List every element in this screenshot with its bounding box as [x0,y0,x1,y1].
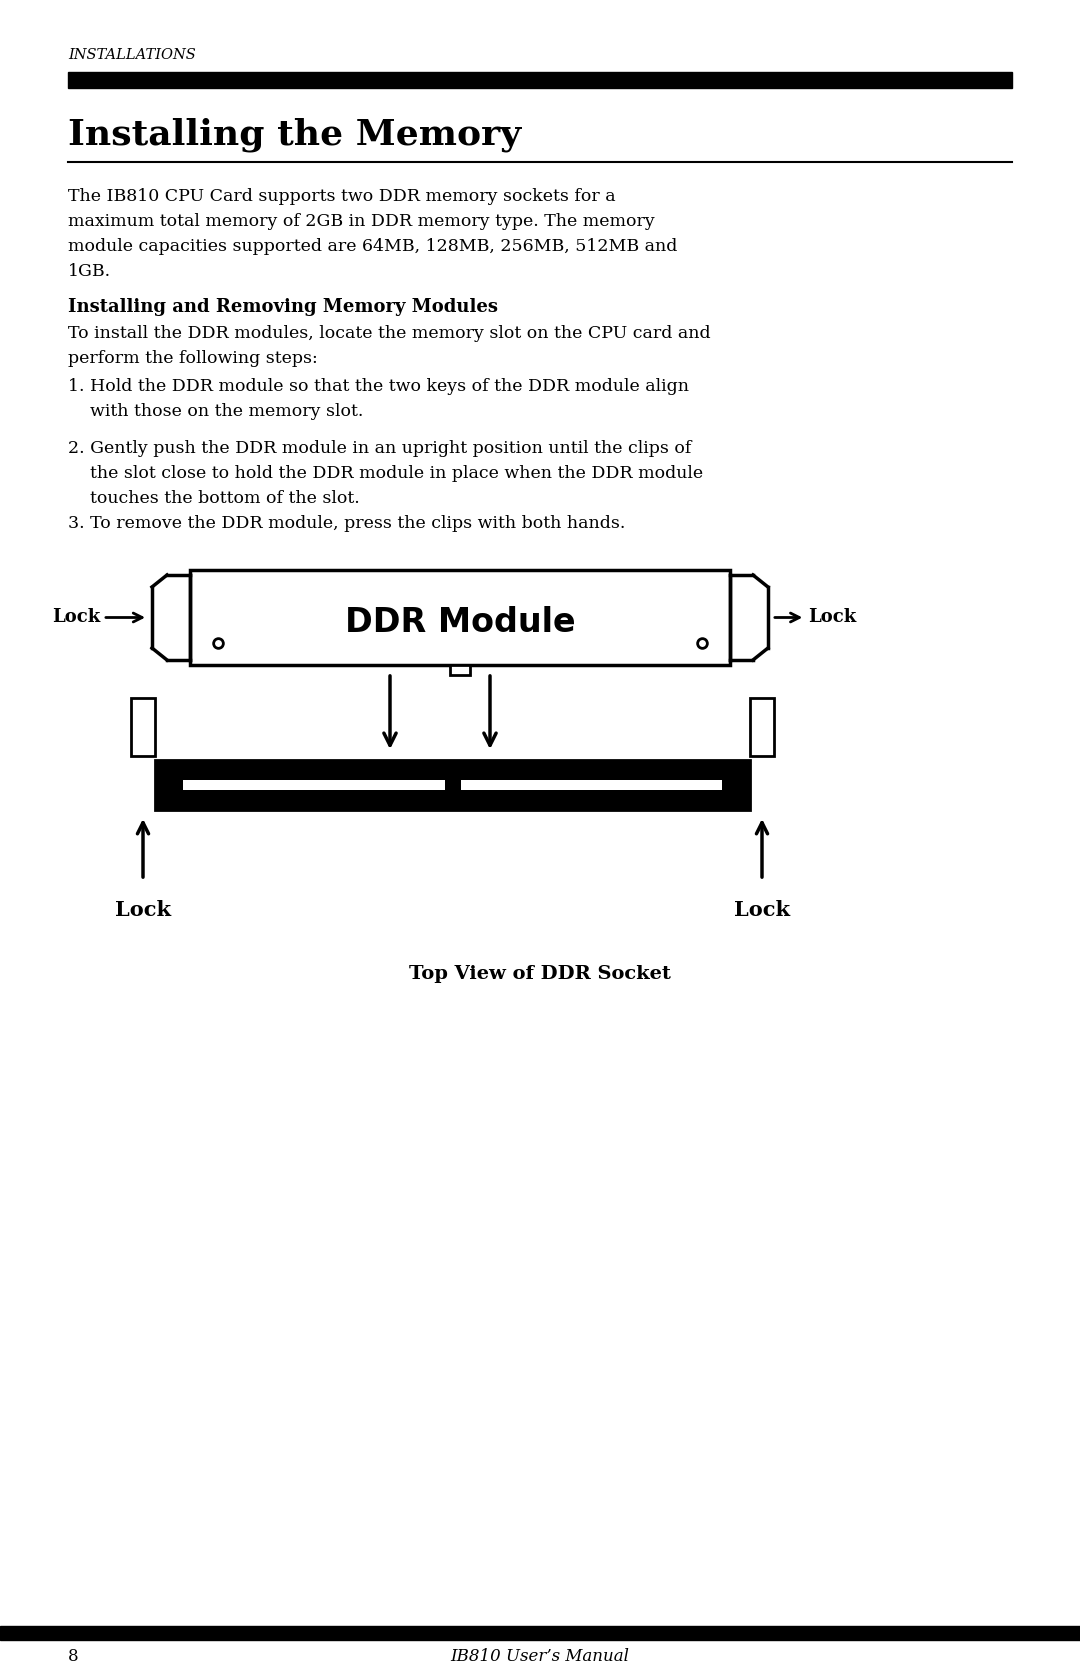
Text: with those on the memory slot.: with those on the memory slot. [68,402,363,421]
Bar [445,779,460,789]
Text: perform the following steps:: perform the following steps: [68,350,318,367]
Bar [183,779,723,789]
Text: Lock: Lock [734,900,789,920]
Text: Lock: Lock [52,609,143,626]
Text: 3. To remove the DDR module, press the clips with both hands.: 3. To remove the DDR module, press the c… [68,516,625,532]
Text: INSTALLATIONS: INSTALLATIONS [68,48,195,62]
Bar [68,72,1012,88]
Text: 1. Hold the DDR module so that the two keys of the DDR module align: 1. Hold the DDR module so that the two k… [68,377,689,396]
Text: Top View of DDR Socket: Top View of DDR Socket [409,965,671,983]
Bar [156,759,750,809]
Bar [131,698,156,756]
Bar [750,698,774,756]
Text: IB810 User’s Manual: IB810 User’s Manual [450,1647,630,1666]
Text: 2. Gently push the DDR module in an upright position until the clips of: 2. Gently push the DDR module in an upri… [68,441,691,457]
Text: 8: 8 [68,1647,79,1666]
Bar [190,571,730,664]
Text: module capacities supported are 64MB, 128MB, 256MB, 512MB and: module capacities supported are 64MB, 12… [68,239,677,255]
Text: DDR Module: DDR Module [345,606,576,639]
Text: Lock: Lock [114,900,171,920]
Bar [450,664,470,674]
Text: maximum total memory of 2GB in DDR memory type. The memory: maximum total memory of 2GB in DDR memor… [68,214,654,230]
Text: Lock: Lock [774,609,856,626]
Text: 1GB.: 1GB. [68,264,111,280]
Text: the slot close to hold the DDR module in place when the DDR module: the slot close to hold the DDR module in… [68,466,703,482]
Text: Installing and Removing Memory Modules: Installing and Removing Memory Modules [68,299,498,315]
Text: Installing the Memory: Installing the Memory [68,118,522,152]
Bar [0,1626,1080,1641]
Text: touches the bottom of the slot.: touches the bottom of the slot. [68,491,360,507]
Text: To install the DDR modules, locate the memory slot on the CPU card and: To install the DDR modules, locate the m… [68,325,711,342]
Text: The IB810 CPU Card supports two DDR memory sockets for a: The IB810 CPU Card supports two DDR memo… [68,189,616,205]
